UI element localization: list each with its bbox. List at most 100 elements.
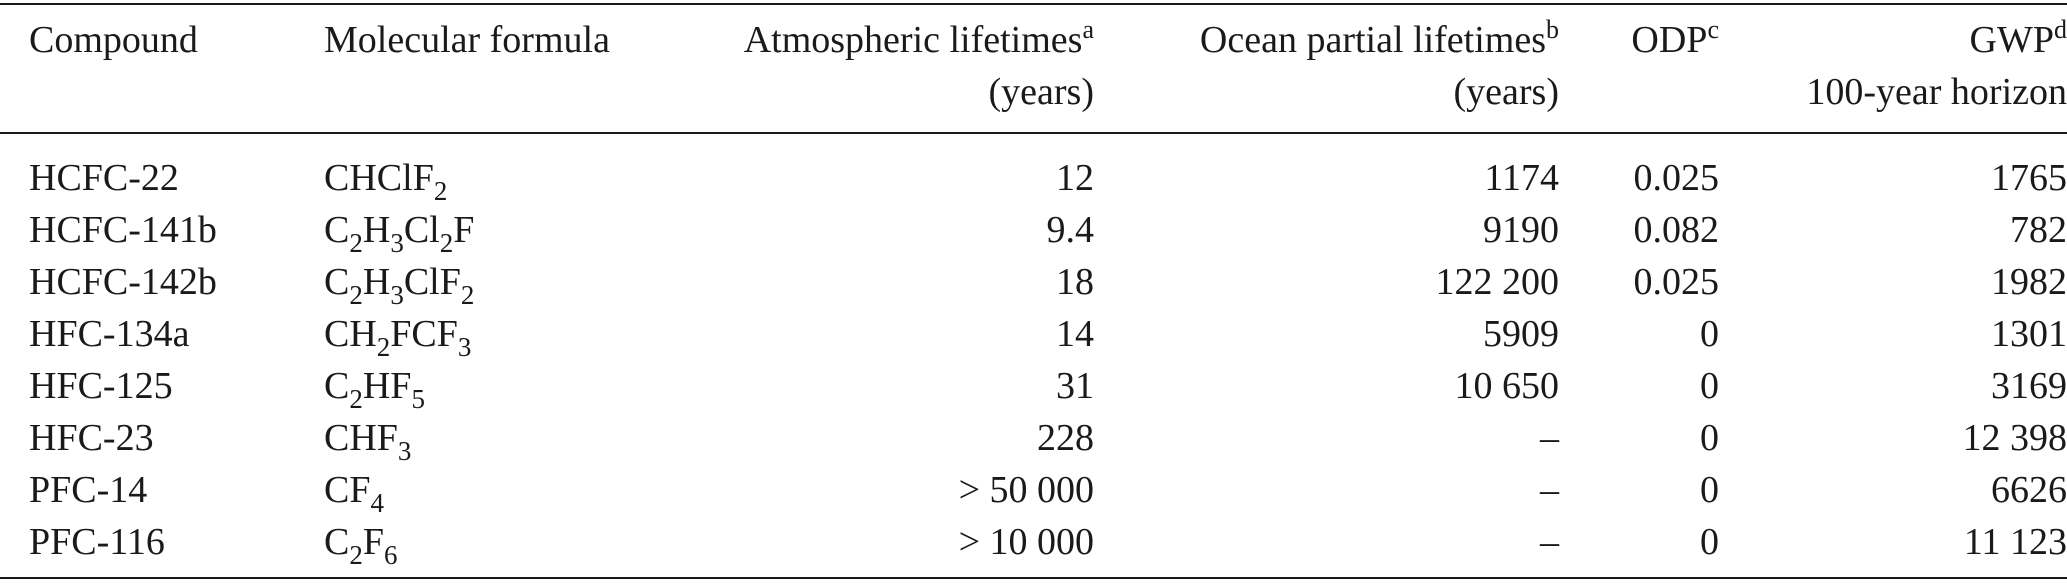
cell-formula: C2H3ClF2 bbox=[324, 256, 654, 310]
cell-formula: CF4 bbox=[324, 464, 654, 517]
formula-subscript: 2 bbox=[433, 176, 448, 206]
header-ocean-lifetimes: Ocean partial lifetimesb bbox=[1094, 6, 1559, 66]
formula-element: CHClF bbox=[324, 157, 434, 199]
cell-gwp: 3169 bbox=[1991, 365, 2067, 407]
cell-compound: HFC-23 bbox=[29, 417, 154, 459]
table-body: HCFC-22 CHClF2 12 1174 0.025 1765 HCFC-141b C2H… bbox=[0, 134, 2067, 569]
header-atmospheric-unit: (years) bbox=[988, 71, 1094, 113]
cell-gwp: 6626 bbox=[1991, 469, 2067, 511]
cell-compound: PFC-14 bbox=[29, 469, 148, 511]
formula-subscript: 2 bbox=[349, 228, 363, 258]
table-row: HCFC-141b C2H3Cl2F 9.4 9190 0.082 782 bbox=[0, 204, 2067, 258]
header-gwp-label: GWP bbox=[1969, 19, 2054, 61]
cell-gwp: 1982 bbox=[1991, 261, 2067, 303]
table-row: HCFC-142b C2H3ClF2 18 122 200 0.025 1982 bbox=[0, 256, 2067, 310]
formula-subscript: 5 bbox=[411, 384, 425, 414]
cell-formula: C2F6 bbox=[324, 516, 654, 569]
formula-subscript: 3 bbox=[390, 280, 404, 310]
header-ocean-label: Ocean partial lifetimes bbox=[1199, 19, 1546, 61]
cell-formula: CH2FCF3 bbox=[324, 308, 654, 362]
formula-subscript: 2 bbox=[460, 280, 475, 310]
table-row: HFC-134a CH2FCF3 14 5909 0 1301 bbox=[0, 308, 2067, 362]
header-atmospheric-lifetimes: Atmospheric lifetimesa bbox=[654, 6, 1094, 66]
formula-element: CH bbox=[324, 313, 377, 355]
header-gwp-horizon: 100-year horizon bbox=[1806, 71, 2067, 113]
formula-element: C bbox=[324, 521, 350, 563]
cell-atmospheric-lifetime: > 50 000 bbox=[958, 469, 1094, 511]
cell-ocean-lifetime: 1174 bbox=[1484, 157, 1559, 199]
cell-gwp: 1765 bbox=[1991, 157, 2067, 199]
formula-element: F bbox=[362, 521, 384, 563]
header-atmospheric-label: Atmospheric lifetimes bbox=[743, 19, 1083, 61]
table-row: PFC-14 CF4 > 50 000 – 0 6626 bbox=[0, 464, 2067, 517]
cell-compound: PFC-116 bbox=[29, 521, 165, 563]
table-row: PFC-116 C2F6 > 10 000 – 0 11 123 bbox=[0, 516, 2067, 569]
formula-element: HF bbox=[362, 365, 412, 407]
cell-ocean-lifetime: 122 200 bbox=[1435, 261, 1560, 303]
data-table: Compound Molecular formula Atmospheric l… bbox=[0, 6, 2067, 569]
cell-atmospheric-lifetime: 14 bbox=[1056, 313, 1094, 355]
footnote-marker-d: d bbox=[2054, 15, 2067, 44]
cell-formula: C2H3Cl2F bbox=[324, 204, 654, 258]
cell-compound: HCFC-22 bbox=[29, 157, 179, 199]
formula-element: ClF bbox=[403, 261, 461, 303]
formula-element: C bbox=[324, 365, 350, 407]
formula-element: Cl bbox=[403, 209, 440, 251]
cell-odp: 0.025 bbox=[1633, 261, 1720, 303]
formula-subscript: 2 bbox=[349, 384, 363, 414]
formula-element: FCF bbox=[390, 313, 458, 355]
formula-subscript: 3 bbox=[457, 332, 472, 362]
formula-element: H bbox=[362, 261, 391, 303]
table-row: HFC-125 C2HF5 31 10 650 0 3169 bbox=[0, 360, 2067, 414]
cell-atmospheric-lifetime: > 10 000 bbox=[958, 521, 1094, 563]
formula-element: CHF bbox=[324, 417, 398, 459]
cell-compound: HCFC-142b bbox=[29, 261, 217, 303]
cell-atmospheric-lifetime: 12 bbox=[1056, 157, 1094, 199]
cell-odp: 0 bbox=[1700, 469, 1719, 511]
cell-gwp: 1301 bbox=[1991, 313, 2067, 355]
table-header: Compound Molecular formula Atmospheric l… bbox=[0, 6, 2067, 134]
cell-compound: HFC-125 bbox=[29, 365, 173, 407]
formula-element: F bbox=[453, 209, 475, 251]
footnote-marker-a: a bbox=[1082, 15, 1094, 44]
cell-formula: C2HF5 bbox=[324, 360, 654, 414]
cell-ocean-lifetime: – bbox=[1540, 469, 1559, 511]
cell-odp: 0 bbox=[1700, 365, 1719, 407]
cell-ocean-lifetime: – bbox=[1540, 521, 1559, 563]
formula-subscript: 2 bbox=[376, 332, 391, 362]
header-rule bbox=[0, 132, 2067, 134]
cell-odp: 0 bbox=[1700, 313, 1719, 355]
header-odp-label: ODP bbox=[1631, 19, 1708, 61]
cell-atmospheric-lifetime: 9.4 bbox=[1046, 209, 1095, 251]
cell-formula: CHF3 bbox=[324, 412, 654, 465]
footnote-marker-c: c bbox=[1707, 15, 1719, 44]
header-gwp: GWPd bbox=[1719, 6, 2067, 66]
cell-odp: 0.082 bbox=[1633, 209, 1720, 251]
formula-element: H bbox=[362, 209, 391, 251]
cell-compound: HCFC-141b bbox=[29, 209, 217, 251]
cell-odp: 0.025 bbox=[1633, 157, 1720, 199]
cell-odp: 0 bbox=[1700, 521, 1719, 563]
table-row: HCFC-22 CHClF2 12 1174 0.025 1765 bbox=[0, 134, 2067, 206]
formula-subscript: 3 bbox=[390, 228, 404, 258]
formula-element: CF bbox=[324, 469, 371, 511]
cell-atmospheric-lifetime: 228 bbox=[1037, 417, 1094, 459]
cell-compound: HFC-134a bbox=[29, 313, 190, 355]
table-row: HFC-23 CHF3 228 – 0 12 398 bbox=[0, 412, 2067, 465]
cell-ocean-lifetime: – bbox=[1540, 417, 1559, 459]
cell-atmospheric-lifetime: 31 bbox=[1056, 365, 1094, 407]
formula-element: C bbox=[324, 209, 350, 251]
footnote-marker-b: b bbox=[1546, 15, 1559, 44]
header-row: Compound Molecular formula Atmospheric l… bbox=[0, 6, 2067, 66]
cell-gwp: 782 bbox=[2010, 209, 2067, 251]
cell-ocean-lifetime: 5909 bbox=[1483, 313, 1559, 355]
cell-ocean-lifetime: 9190 bbox=[1483, 209, 1559, 251]
header-unit-row: (years) (years) 100-year horizon bbox=[0, 66, 2067, 134]
formula-element: C bbox=[324, 261, 350, 303]
bottom-rule bbox=[0, 577, 2067, 579]
header-compound: Compound bbox=[29, 19, 198, 61]
formula-subscript: 2 bbox=[349, 280, 363, 310]
cell-formula: CHClF2 bbox=[324, 134, 654, 206]
header-formula: Molecular formula bbox=[324, 19, 610, 61]
